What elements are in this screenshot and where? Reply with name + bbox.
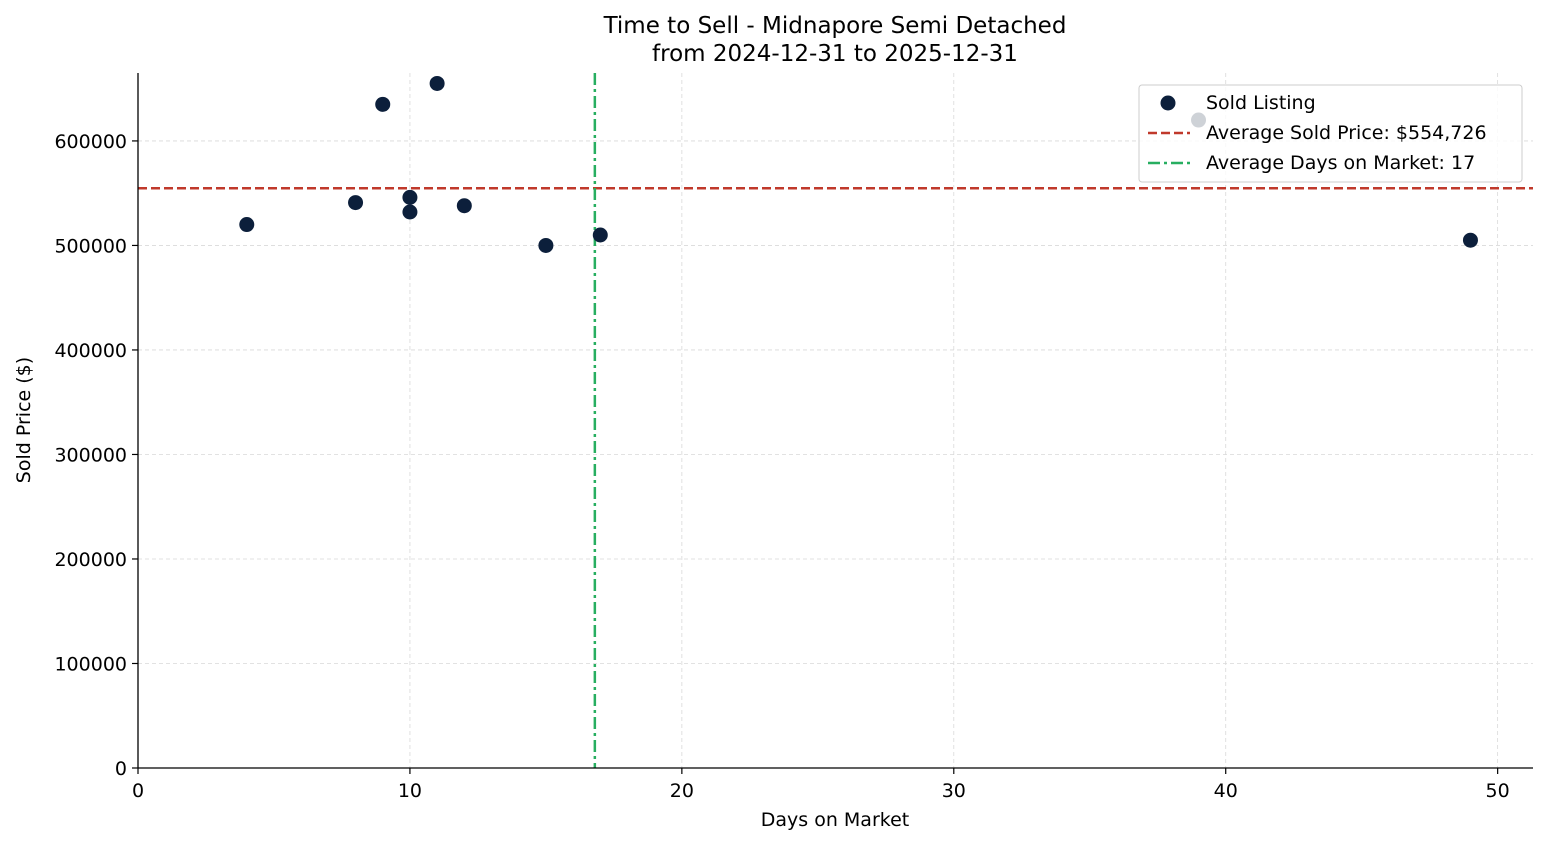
y-axis-label: Sold Price ($) (13, 357, 35, 483)
legend-label-avg-price: Average Sold Price: $554,726 (1206, 122, 1487, 144)
legend-frame (1138, 84, 1523, 183)
y-tick-label: 0 (115, 758, 127, 780)
sold-listing-point (375, 96, 391, 112)
sold-listing-point (538, 237, 554, 253)
sold-listing-point (402, 204, 418, 220)
x-axis-label: Days on Market (761, 809, 909, 831)
sold-listing-point (348, 195, 364, 211)
y-tick-label: 200000 (54, 549, 127, 571)
legend: Sold Listing Average Sold Price: $554,72… (1138, 84, 1523, 183)
chart-title: Time to Sell - Midnapore Semi Detached (603, 13, 1067, 39)
y-tick-label: 300000 (54, 444, 127, 466)
x-tick-label: 40 (1214, 780, 1238, 802)
x-tick-label: 30 (942, 780, 966, 802)
y-tick-label: 100000 (54, 653, 127, 675)
y-tick-label: 600000 (54, 131, 127, 153)
sold-listing-point (456, 198, 472, 214)
x-tick-label: 0 (132, 780, 144, 802)
sold-listing-point (402, 189, 418, 205)
legend-label-sold-listing: Sold Listing (1206, 92, 1316, 114)
axes: 0 10 20 30 40 50 0 100000 200000 300000 400000 5000… (54, 73, 1533, 802)
sold-listing-point (429, 75, 445, 91)
legend-label-avg-days: Average Days on Market: 17 (1206, 152, 1475, 174)
reference-lines (138, 73, 1533, 768)
x-tick-label: 50 (1486, 780, 1510, 802)
sold-listing-point (239, 217, 255, 233)
x-tick-label: 20 (670, 780, 694, 802)
y-tick-label: 500000 (54, 235, 127, 257)
sold-listing-point (1462, 232, 1478, 248)
chart-subtitle: from 2024-12-31 to 2025-12-31 (652, 41, 1018, 67)
sold-listing-point (592, 227, 608, 243)
y-tick-label: 400000 (54, 340, 127, 362)
x-tick-label: 10 (398, 780, 422, 802)
legend-marker-sold-listing (1160, 95, 1176, 111)
